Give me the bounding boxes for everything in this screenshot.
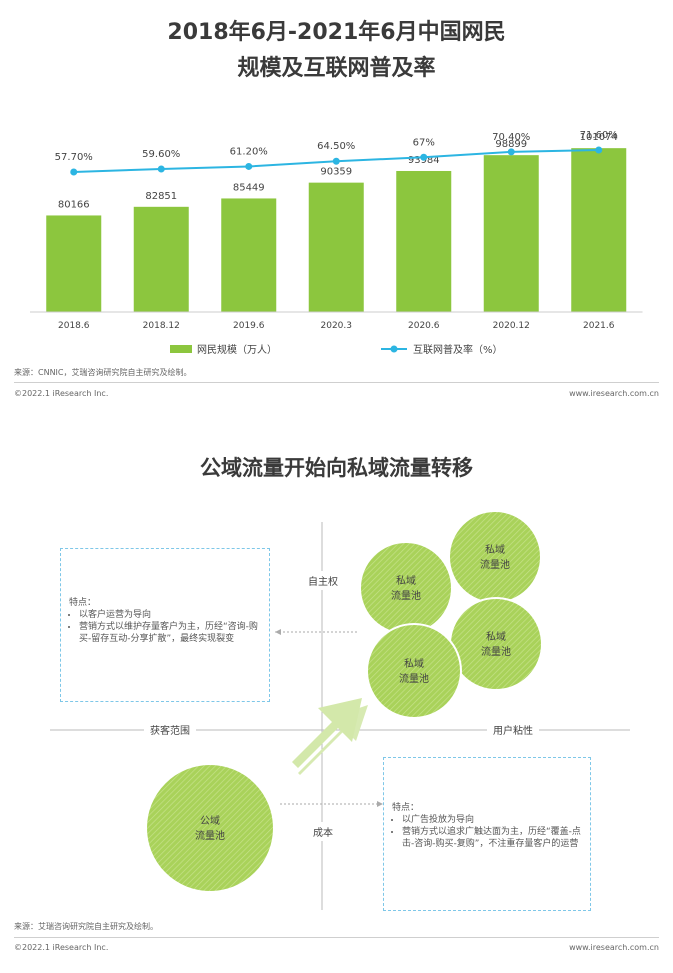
line-value-label: 64.50%: [317, 141, 355, 152]
private-pool-label: 流量池: [391, 589, 421, 602]
private-pool-circle-1: 私域 流量池: [359, 541, 453, 635]
public-pool-label: 流量池: [195, 829, 225, 842]
private-pool-circle-3: 私域 流量池: [449, 597, 543, 691]
public-pool-circle: 公域 流量池: [145, 763, 275, 893]
bar: [308, 182, 364, 312]
private-pool-label: 私域: [486, 630, 506, 643]
copyright-1: ©2022.1 iResearch Inc.: [14, 389, 109, 398]
line-value-label: 59.60%: [142, 149, 180, 160]
diagram-title: 公域流量开始向私域流量转移: [200, 456, 473, 480]
public-feature-item: 营销方式以追求广触达面为主，历经“覆盖-点击-咨询-购买-复购”，不注重存量客户…: [402, 826, 582, 850]
pointer-left-head: [275, 629, 281, 635]
private-pool-circle-2: 私域 流量池: [448, 510, 542, 604]
divider-1: [14, 382, 659, 383]
pointer-right-head: [377, 801, 383, 807]
legend-label-line: 互联网普及率（%）: [413, 343, 503, 356]
axis-label-right: 用户粘性: [487, 722, 539, 737]
line-value-label: 70.40%: [492, 132, 530, 143]
private-pool-label: 私域: [485, 543, 505, 556]
line-point: [595, 146, 603, 154]
line-point: [245, 162, 253, 170]
private-pool-circle-4: 私域 流量池: [366, 623, 462, 719]
legend-label-bar: 网民规模（万人）: [197, 343, 277, 356]
line-point: [157, 165, 165, 173]
bar: [46, 215, 102, 312]
line-value-label: 71.60%: [580, 130, 618, 141]
axis-label-top: 自主权: [306, 571, 340, 590]
website-1: www.iresearch.com.cn: [569, 389, 659, 398]
private-feature-item: 营销方式以维护存量客户为主，历经“咨询-购买-留存互动-分享扩散”，最终实现裂变: [79, 621, 261, 645]
x-tick-label: 2021.6: [583, 321, 615, 331]
private-pool-label: 私域: [396, 574, 416, 587]
private-pool-label: 流量池: [480, 558, 510, 571]
bar: [221, 198, 277, 312]
private-features-heading: 特点：: [69, 598, 97, 608]
private-pool-label: 私域: [404, 657, 424, 670]
bar-value-label: 90359: [320, 167, 352, 178]
x-tick-label: 2018.6: [58, 321, 90, 331]
legend-swatch-bar: [170, 345, 192, 353]
bar-value-label: 101074: [580, 132, 618, 143]
source-note-2: 来源：艾瑞咨询研究院自主研究及绘制。: [14, 922, 158, 931]
bar: [571, 148, 627, 312]
bar: [396, 170, 452, 312]
x-tick-label: 2020.6: [408, 321, 440, 331]
axis-label-bottom: 成本: [311, 822, 335, 841]
axis-label-left: 获客范围: [144, 722, 196, 737]
private-feature-item: 以客户运营为导向: [79, 609, 261, 621]
private-pool-label: 流量池: [481, 645, 511, 658]
line-value-label: 67%: [413, 137, 435, 148]
copyright-2: ©2022.1 iResearch Inc.: [14, 943, 109, 952]
x-tick-label: 2020.12: [493, 321, 530, 331]
bar-value-label: 80166: [58, 199, 90, 210]
line-value-label: 61.20%: [230, 146, 268, 157]
line-point: [507, 148, 515, 156]
source-note-1: 来源：CNNIC，艾瑞咨询研究院自主研究及绘制。: [14, 368, 192, 377]
chart-title-line2: 规模及互联网普及率: [237, 56, 436, 81]
bar-value-label: 98899: [495, 139, 527, 150]
line-point: [70, 168, 78, 176]
public-pool-label: 公域: [200, 814, 220, 827]
private-pool-label: 流量池: [399, 672, 429, 685]
website-2: www.iresearch.com.cn: [569, 943, 659, 952]
private-features-box: 特点： 以客户运营为导向 营销方式以维护存量客户为主，历经“咨询-购买-留存互动…: [60, 548, 270, 702]
x-tick-label: 2019.6: [233, 321, 265, 331]
x-tick-label: 2018.12: [143, 321, 180, 331]
bar: [133, 206, 189, 312]
public-feature-item: 以广告投放为导向: [402, 814, 582, 826]
bar-line-chart: 80166 2018.6 82851 2018.12 85449 2019.6 90359 2…: [30, 130, 643, 356]
x-tick-label: 2020.3: [321, 321, 353, 331]
chart-title-line1: 2018年6月-2021年6月中国网民: [167, 20, 506, 45]
bar-value-label: 82851: [145, 191, 177, 202]
bar: [483, 155, 539, 312]
bar-value-label: 85449: [233, 182, 265, 193]
line-point: [332, 157, 340, 165]
line-point: [420, 153, 428, 161]
divider-2: [14, 937, 659, 938]
legend-swatch-dot: [390, 345, 398, 353]
public-features-heading: 特点：: [392, 803, 420, 813]
line-value-label: 57.70%: [55, 152, 93, 163]
transition-arrow: [292, 698, 368, 775]
public-features-box: 特点： 以广告投放为导向 营销方式以追求广触达面为主，历经“覆盖-点击-咨询-购…: [383, 757, 591, 911]
